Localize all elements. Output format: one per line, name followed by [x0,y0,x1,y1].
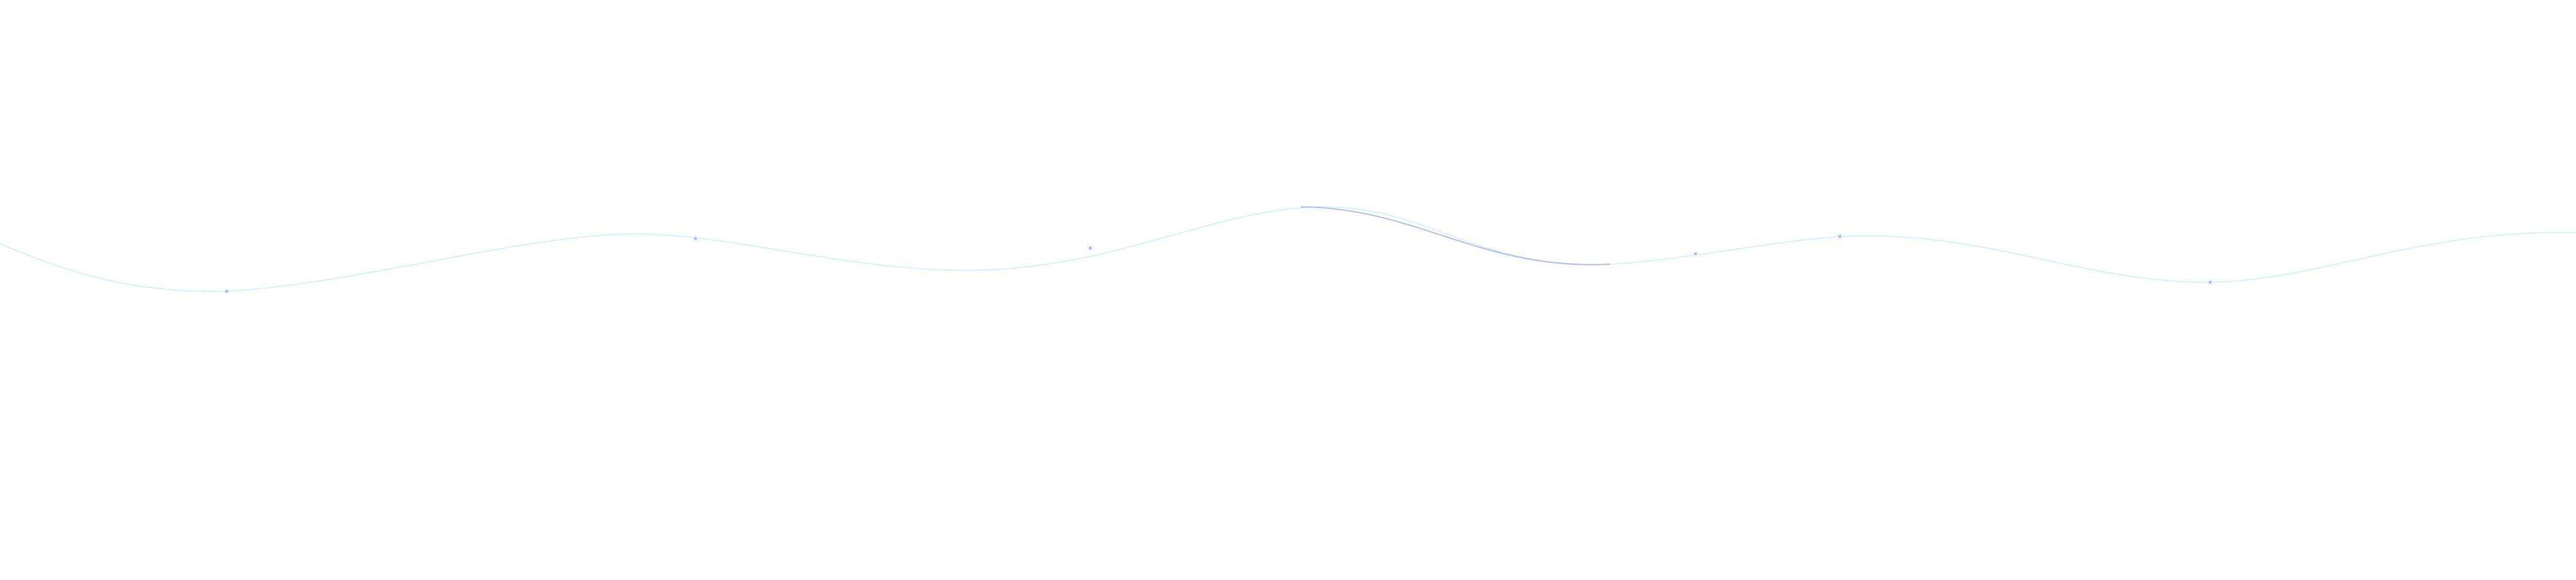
wave-marker-dot [1839,235,1841,238]
wave-marker-dot [2209,281,2211,284]
wave-marker-dot [1089,247,1092,249]
wave-marker-dot [694,237,697,240]
wave-marker-dot [1694,253,1697,255]
wave-marker-dot [225,290,228,293]
wave-line [0,206,2576,293]
wave-highlight-segment [1300,206,1611,266]
